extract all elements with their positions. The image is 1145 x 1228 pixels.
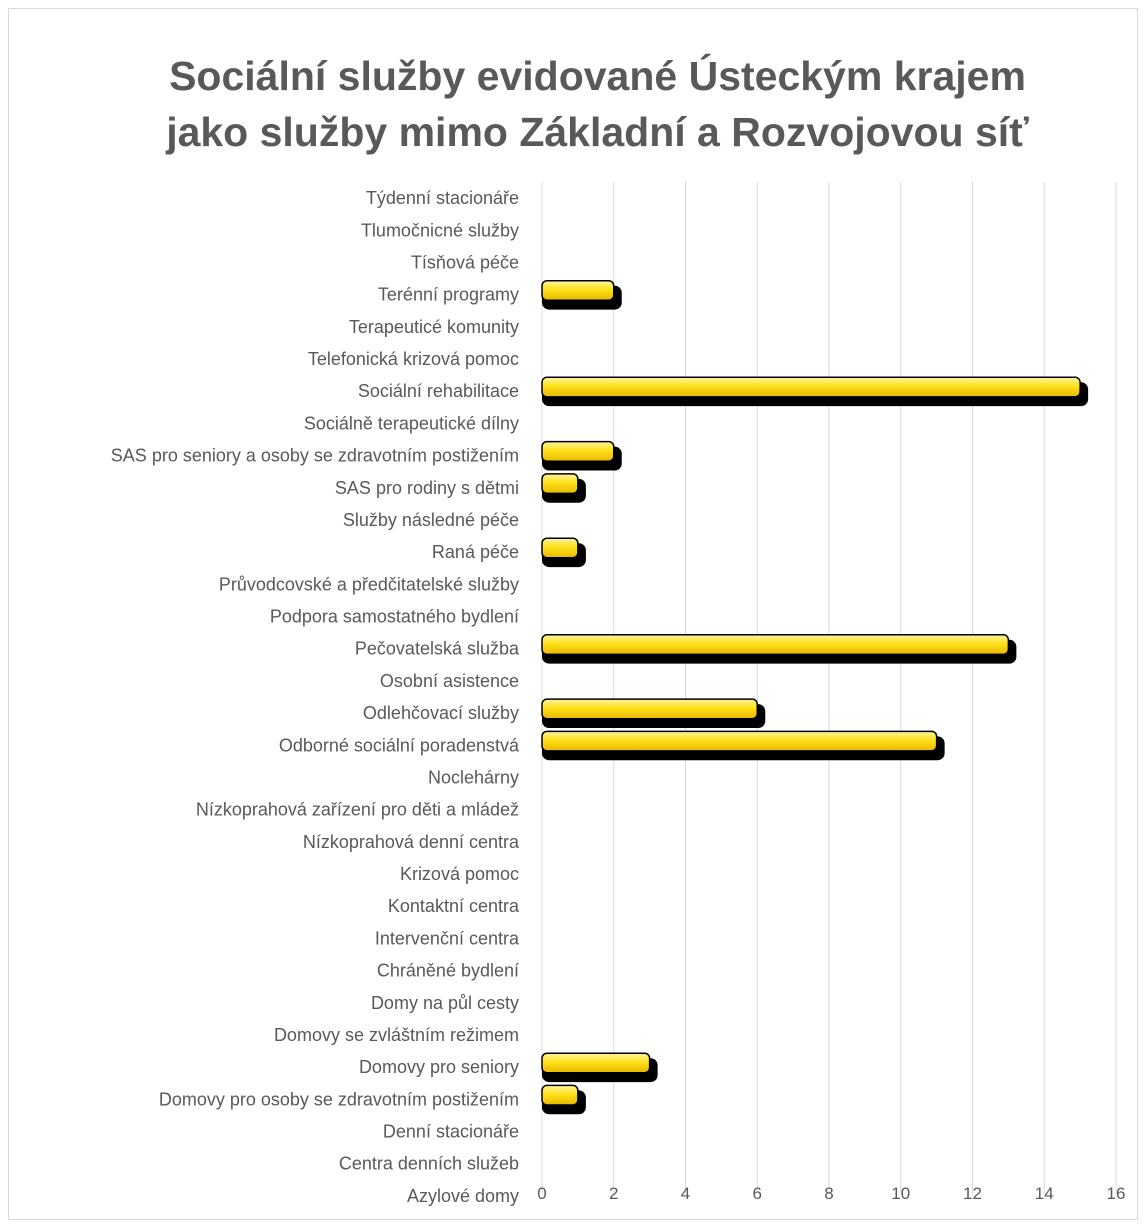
chart-title: Sociální služby evidované Ústeckým kraje…	[0, 48, 1145, 160]
x-axis-tick-labels: 0 2 4 6 8 10 12 14 16	[537, 1184, 1125, 1203]
bar	[541, 279, 622, 310]
category-label: Domovy pro seniory	[359, 1057, 519, 1077]
category-label: Nízkoprahová zařízení pro děti a mládež	[196, 800, 519, 820]
category-label: Osobní asistence	[380, 671, 519, 691]
category-label: Kontaktní centra	[388, 896, 520, 916]
category-label: Průvodcovské a předčitatelské služby	[219, 574, 519, 594]
bar	[541, 730, 945, 761]
bar	[541, 698, 766, 729]
category-label: Tísňová péče	[411, 252, 519, 272]
x-tick-label-0: 0	[537, 1184, 546, 1203]
bar	[541, 634, 1017, 664]
category-label: Centra denních služeb	[339, 1154, 519, 1174]
bar	[541, 440, 622, 471]
category-label: Sociální rehabilitace	[358, 381, 519, 401]
bars	[541, 279, 1089, 1115]
gridlines	[541, 182, 1117, 1194]
category-label: Domy na půl cesty	[371, 993, 519, 1013]
category-label: Týdenní stacionáře	[366, 188, 519, 208]
chart-title-line-2: jako služby mimo Základní a Rozvojovou s…	[166, 109, 1029, 155]
category-label: SAS pro seniory a osoby se zdravotním po…	[111, 446, 519, 466]
category-label: Krizová pomoc	[400, 864, 519, 884]
category-label: Terapeuticé komunity	[349, 317, 519, 337]
category-label: Denní stacionáře	[383, 1122, 519, 1142]
category-label: Azylové domy	[407, 1186, 519, 1206]
category-label: Služby následné péče	[343, 510, 519, 530]
x-tick-label-10: 10	[891, 1184, 910, 1203]
bar	[541, 1084, 586, 1115]
x-tick-label-8: 8	[824, 1184, 833, 1203]
category-label: Raná péče	[432, 542, 519, 562]
category-label: Nízkoprahová denní centra	[303, 832, 520, 852]
category-label: Telefonická krizová pomoc	[308, 349, 519, 369]
category-label: Odlehčovací služby	[363, 703, 519, 723]
x-tick-label-14: 14	[1035, 1184, 1054, 1203]
chart-frame	[8, 8, 1138, 1220]
category-label: Odborné sociální poradenstvá	[279, 735, 520, 755]
category-label: Pečovatelská služba	[355, 639, 520, 659]
category-label: Domovy se zvláštním režimem	[274, 1025, 519, 1045]
category-label: Tlumočnicné služby	[361, 220, 519, 240]
category-label: Domovy pro osoby se zdravotním postižení…	[159, 1089, 519, 1109]
x-tick-label-6: 6	[753, 1184, 762, 1203]
category-label: Intervenční centra	[375, 928, 520, 948]
bar	[541, 376, 1089, 407]
x-tick-label-12: 12	[963, 1184, 982, 1203]
category-label: SAS pro rodiny s dětmi	[335, 478, 519, 498]
bar	[541, 1052, 658, 1083]
category-label: Podpora samostatného bydlení	[270, 607, 519, 627]
category-labels: Týdenní stacionáře Tlumočnicné služby Tísň…	[111, 188, 520, 1206]
x-tick-label-2: 2	[609, 1184, 618, 1203]
x-tick-label-16: 16	[1107, 1184, 1126, 1203]
chart-title-line-1: Sociální služby evidované Ústeckým kraje…	[169, 53, 1026, 99]
x-tick-label-4: 4	[681, 1184, 690, 1203]
category-label: Terénní programy	[378, 285, 519, 305]
category-label: Chráněné bydlení	[377, 961, 519, 981]
bar	[541, 473, 586, 503]
bar	[541, 537, 586, 568]
category-label: Sociálně terapeutické dílny	[304, 413, 519, 433]
category-label: Noclehárny	[428, 767, 519, 787]
